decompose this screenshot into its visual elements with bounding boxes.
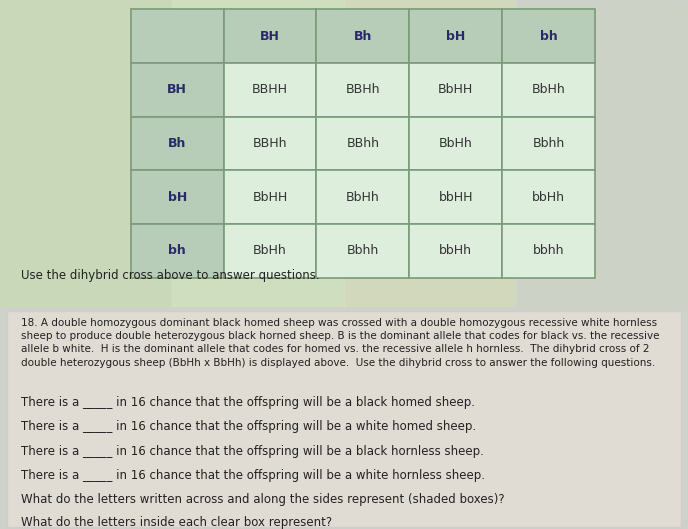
Text: bH: bH	[168, 190, 186, 204]
Text: BH: BH	[167, 83, 187, 96]
Text: BH: BH	[260, 30, 280, 42]
Text: There is a _____ in 16 chance that the offspring will be a white homed sheep.: There is a _____ in 16 chance that the o…	[21, 420, 476, 433]
Text: BBHH: BBHH	[252, 83, 288, 96]
Bar	[409, 9, 502, 63]
Text: bbHH: bbHH	[438, 190, 473, 204]
Bar	[502, 224, 595, 278]
Bar	[516, 0, 688, 307]
Bar	[131, 224, 224, 278]
Bar	[502, 63, 595, 116]
Text: Bbhh: Bbhh	[533, 137, 565, 150]
Text: bh: bh	[540, 30, 557, 42]
Text: Bh: Bh	[354, 30, 372, 42]
Text: Bh: Bh	[168, 137, 186, 150]
Bar	[224, 224, 316, 278]
Bar	[344, 0, 516, 307]
Bar	[502, 116, 595, 170]
Text: Use the dihybrid cross above to answer questions.: Use the dihybrid cross above to answer q…	[21, 269, 319, 282]
Text: bbHh: bbHh	[533, 190, 565, 204]
Bar	[131, 170, 224, 224]
Text: What do the letters inside each clear box represent?: What do the letters inside each clear bo…	[21, 516, 332, 528]
Text: BbHh: BbHh	[439, 137, 473, 150]
Bar	[409, 116, 502, 170]
Text: BBhh: BBhh	[347, 137, 379, 150]
Bar	[131, 63, 224, 116]
Text: Bbhh: Bbhh	[347, 244, 379, 257]
Bar	[131, 116, 224, 170]
Text: There is a _____ in 16 chance that the offspring will be a black homed sheep.: There is a _____ in 16 chance that the o…	[21, 396, 475, 409]
Text: bbhh: bbhh	[533, 244, 564, 257]
Text: 18. A double homozygous dominant black homed sheep was crossed with a double hom: 18. A double homozygous dominant black h…	[21, 318, 659, 368]
Text: BbHH: BbHH	[252, 190, 288, 204]
Bar	[0, 0, 172, 307]
Bar	[316, 116, 409, 170]
Bar	[409, 170, 502, 224]
Text: BbHh: BbHh	[346, 190, 380, 204]
Bar	[224, 116, 316, 170]
Bar	[316, 224, 409, 278]
Text: BbHh: BbHh	[532, 83, 566, 96]
Bar	[409, 224, 502, 278]
Text: bh: bh	[169, 244, 186, 257]
Text: BBHh: BBHh	[252, 137, 288, 150]
Bar	[502, 9, 595, 63]
Text: BbHh: BbHh	[253, 244, 287, 257]
Bar	[409, 63, 502, 116]
Text: BbHH: BbHH	[438, 83, 473, 96]
Bar	[224, 170, 316, 224]
Bar	[172, 0, 344, 307]
Text: bH: bH	[447, 30, 465, 42]
Bar	[316, 63, 409, 116]
Text: BBHh: BBHh	[345, 83, 380, 96]
Text: There is a _____ in 16 chance that the offspring will be a white hornless sheep.: There is a _____ in 16 chance that the o…	[21, 469, 484, 482]
Text: bbHh: bbHh	[440, 244, 472, 257]
Bar	[316, 170, 409, 224]
Text: What do the letters written across and along the sides represent (shaded boxes)?: What do the letters written across and a…	[21, 494, 504, 506]
Bar	[316, 9, 409, 63]
Bar	[131, 9, 224, 63]
Text: There is a _____ in 16 chance that the offspring will be a black hornless sheep.: There is a _____ in 16 chance that the o…	[21, 444, 484, 458]
Bar	[224, 63, 316, 116]
Bar	[502, 170, 595, 224]
Bar	[224, 9, 316, 63]
